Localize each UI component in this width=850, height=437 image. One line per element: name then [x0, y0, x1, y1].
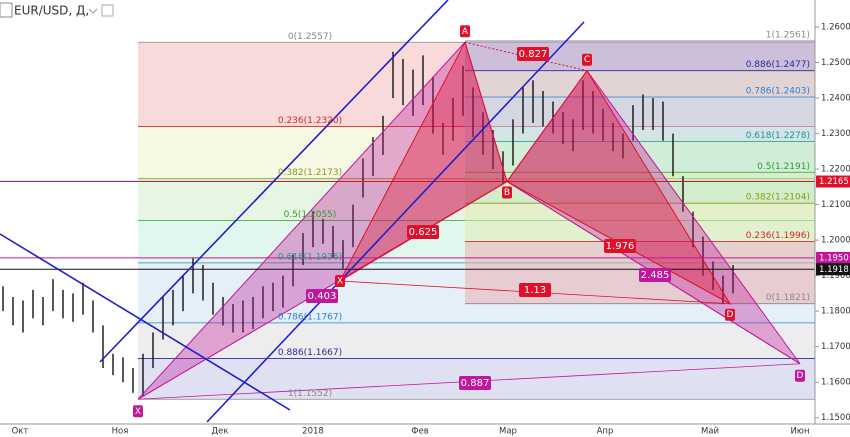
y-tick-label: 1.2000 [821, 236, 850, 246]
ratio-label: 0.887 [461, 378, 490, 389]
ratio-box [639, 268, 671, 282]
fib-band [465, 172, 815, 204]
fib-level-label: 0(1.2557) [288, 32, 332, 42]
ratio-label: 1.976 [606, 241, 635, 252]
y-tick-label: 1.2100 [821, 200, 850, 210]
pattern-point-label: X [135, 407, 141, 417]
y-tick-label: 1.2500 [821, 58, 850, 68]
fib-level-label: 0.5(1.2055) [284, 210, 337, 220]
fib-level-label: 0.5(1.2191) [757, 162, 810, 172]
price-tag-label: 1.1918 [819, 265, 849, 275]
ratio-box [604, 239, 636, 253]
price-tag [816, 251, 850, 264]
dropdown-caret[interactable] [88, 8, 98, 14]
y-tick-label: 1.1500 [821, 413, 850, 423]
ratio-box [519, 283, 551, 297]
fib-level-label: 1(1.2561) [766, 30, 810, 40]
fib-level-label: 0.618(1.1936) [278, 252, 342, 262]
symbol-title: EUR/USD, Д, [14, 4, 89, 18]
y-tick-label: 1.1800 [821, 307, 850, 317]
overlay: 0(1.2557) 0.236(1.2320) 0.382(1.2173) 0.5(1… [133, 25, 810, 418]
ratio-box [459, 376, 491, 390]
pattern-point-label: C [584, 55, 590, 65]
y-tick-label: 1.1600 [821, 378, 850, 388]
y-tick-label: 1.1700 [821, 342, 850, 352]
channel-line [206, 21, 585, 423]
ratio-box [517, 47, 549, 61]
pattern-point-label: X [337, 276, 343, 286]
ratio-box [407, 225, 439, 239]
price-tag-label: 1.2165 [819, 177, 849, 187]
pattern-leg [464, 41, 588, 72]
fib-level-label: 0.618(1.2278) [746, 131, 810, 141]
fib-level-label: 1(1.1552) [288, 389, 332, 399]
x-tick-label: Май [701, 427, 719, 437]
pattern-point-box [335, 274, 345, 287]
fib-level-label: 0.382(1.2104) [746, 193, 810, 203]
fib-level-label: 0.886(1.1667) [278, 348, 342, 358]
symbol-icon[interactable] [0, 2, 13, 18]
axes: 1.2600 1.2500 1.2400 1.2300 1.2200 1.2100 1.20… [12, 22, 850, 437]
pattern-point-label: B [504, 188, 510, 198]
pattern-point-label: D [797, 371, 804, 381]
x-tick-label: Окт [12, 427, 29, 437]
x-tick-label: Ноя [112, 427, 129, 437]
fib-band [138, 322, 815, 359]
pattern-point-box [133, 405, 143, 418]
price-tag [816, 175, 850, 188]
pattern-point-box [795, 369, 805, 382]
fib-level-label: 0.786(1.1767) [278, 312, 342, 322]
ratio-label: 0.625 [409, 227, 438, 238]
plot-area [0, 40, 815, 400]
fib-level-label: 0(1.1821) [766, 293, 810, 303]
ratio-label: 2.485 [641, 270, 670, 281]
x-tick-label: Июн [790, 427, 809, 437]
channel-line [99, 0, 449, 363]
ratio-label: 0.827 [519, 49, 548, 60]
y-tick-label: 1.2300 [821, 129, 850, 139]
x-tick-label: Фев [411, 427, 429, 437]
y-tick-label: 1.1900 [821, 271, 850, 281]
y-tick-label: 1.2600 [821, 22, 850, 32]
price-tag [816, 263, 850, 276]
pattern-point-box [582, 53, 592, 66]
x-tick-label: Апр [597, 427, 614, 437]
price-tag-label: 1.1950 [819, 253, 849, 263]
channel-line [0, 233, 291, 411]
x-tick-label: Дек [211, 427, 228, 437]
fib-level-label: 0.236(1.1996) [746, 231, 810, 241]
y-axis-panel [815, 0, 850, 437]
pattern-point-box [502, 186, 512, 199]
channels [0, 0, 585, 423]
fib-level-label: 0.236(1.2320) [278, 116, 342, 126]
pattern-point-label: A [462, 27, 469, 37]
y-tick-label: 1.2400 [821, 94, 850, 104]
x-tick-label: 2018 [302, 427, 324, 437]
fib-level-label: 0.382(1.2173) [278, 168, 342, 178]
settings-button[interactable] [101, 4, 114, 17]
pattern-point-box [725, 308, 735, 321]
y-tick-label: 1.2200 [821, 165, 850, 175]
ratio-label: 1.13 [524, 285, 546, 296]
fib-level-label: 0.886(1.2477) [746, 60, 810, 70]
x-tick-label: Мар [499, 427, 517, 437]
pattern-point-label: D [727, 310, 734, 320]
fib-level-label: 0.786(1.2403) [746, 86, 810, 96]
pattern-point-box [460, 25, 470, 38]
fib-band [465, 203, 815, 242]
ratio-label: 0.403 [308, 291, 337, 302]
ratio-box [306, 289, 338, 303]
header: EUR/USD, Д, [0, 2, 114, 18]
